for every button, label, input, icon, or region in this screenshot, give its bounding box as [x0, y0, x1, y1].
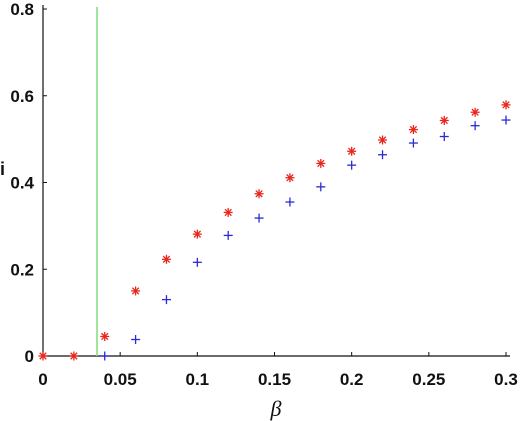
x-tick-label: 0.15	[258, 370, 291, 389]
asterisk-marker	[501, 100, 511, 110]
plus-marker	[470, 121, 480, 131]
asterisk-marker	[378, 135, 388, 145]
plus-marker	[161, 295, 171, 305]
plus-marker	[347, 160, 357, 170]
plus-marker	[285, 197, 295, 207]
x-tick-label: 0.2	[340, 370, 364, 389]
x-tick-label: 0.05	[104, 370, 137, 389]
axis-labels: i β	[0, 159, 282, 421]
asterisk-marker	[192, 229, 202, 239]
x-axis-label: β	[270, 396, 282, 421]
asterisk-marker	[254, 189, 264, 199]
plus-marker	[223, 230, 233, 240]
asterisk-marker	[470, 107, 480, 117]
x-tick-label: 0.1	[186, 370, 210, 389]
y-tick-label: 0	[25, 347, 34, 366]
asterisk-marker	[285, 173, 295, 183]
series-group	[38, 100, 511, 361]
plus-marker	[254, 213, 264, 223]
asterisk-marker	[131, 286, 141, 296]
asterisk-marker	[100, 331, 110, 341]
asterisk-marker	[69, 351, 79, 361]
plus-marker	[192, 257, 202, 267]
plus-marker	[316, 182, 326, 192]
x-tick-label: 0.3	[494, 370, 518, 389]
y-axis-label: i	[0, 159, 5, 179]
asterisk-marker	[408, 125, 418, 135]
plus-marker	[501, 115, 511, 125]
plus-marker	[100, 351, 110, 361]
y-tick-label: 0.4	[10, 174, 34, 193]
plus-marker	[408, 138, 418, 148]
x-tick-label: 0.25	[412, 370, 445, 389]
asterisk-marker	[347, 146, 357, 156]
axes: 0 0.05 0.1 0.15 0.2 0.25 0.3 0 0.2 0.4 0.6 0.8	[10, 0, 517, 389]
x-tick-label: 0	[38, 370, 47, 389]
y-tick-label: 0.6	[10, 87, 34, 106]
plus-marker	[378, 150, 388, 160]
asterisk-marker	[223, 207, 233, 217]
asterisk-marker	[38, 351, 48, 361]
plus-marker	[131, 335, 141, 345]
y-tick-label: 0.8	[10, 0, 34, 19]
asterisk-marker	[439, 115, 449, 125]
asterisk-marker	[161, 254, 171, 264]
y-tick-label: 0.2	[10, 260, 34, 279]
asterisk-marker	[316, 158, 326, 168]
plus-marker	[439, 132, 449, 142]
